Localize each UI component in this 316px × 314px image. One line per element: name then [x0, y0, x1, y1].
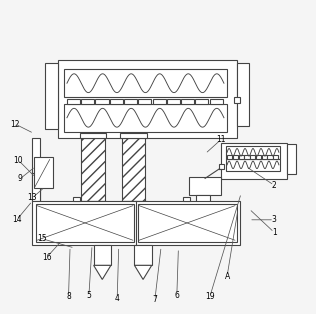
Bar [35, 204, 134, 242]
Bar [33, 138, 40, 201]
Text: 8: 8 [66, 292, 71, 301]
Bar [122, 138, 145, 201]
Text: 16: 16 [42, 253, 51, 262]
Bar [33, 201, 240, 245]
Bar [81, 99, 94, 104]
Bar [73, 197, 80, 201]
Bar [236, 63, 249, 126]
Text: 14: 14 [12, 215, 21, 224]
Bar [267, 155, 273, 159]
Bar [239, 155, 244, 159]
Bar [80, 201, 106, 206]
Bar [183, 197, 190, 201]
Text: 13: 13 [27, 193, 37, 202]
Bar [226, 159, 281, 171]
Bar [134, 245, 152, 265]
Bar [110, 99, 123, 104]
Bar [195, 99, 209, 104]
Bar [64, 69, 227, 97]
Bar [45, 63, 58, 129]
Bar [210, 99, 223, 104]
Bar [120, 133, 147, 138]
Bar [221, 143, 287, 179]
Bar [67, 99, 80, 104]
Text: 12: 12 [10, 120, 20, 128]
Bar [120, 201, 147, 206]
Polygon shape [134, 265, 152, 279]
Bar [94, 245, 111, 265]
Bar [58, 60, 236, 138]
Bar [153, 99, 166, 104]
Text: 6: 6 [174, 291, 179, 300]
Text: 4: 4 [115, 294, 120, 303]
Text: 5: 5 [87, 291, 91, 300]
Text: 11: 11 [216, 135, 226, 144]
Bar [226, 146, 281, 159]
Bar [262, 155, 267, 159]
Bar [81, 138, 105, 201]
Bar [256, 155, 261, 159]
Text: 3: 3 [272, 215, 276, 224]
Bar [273, 155, 278, 159]
Text: A: A [224, 272, 230, 281]
Text: 2: 2 [272, 181, 276, 190]
Bar [181, 99, 194, 104]
Text: 10: 10 [14, 156, 23, 165]
Bar [287, 144, 296, 174]
Bar [95, 99, 109, 104]
Bar [33, 173, 40, 201]
Bar [234, 97, 240, 103]
Text: 9: 9 [17, 175, 22, 183]
Bar [124, 99, 137, 104]
Bar [250, 155, 255, 159]
Text: 7: 7 [152, 295, 157, 304]
Bar [34, 157, 53, 188]
Bar [137, 204, 236, 242]
Bar [189, 177, 221, 195]
Bar [219, 164, 224, 169]
Bar [138, 99, 151, 104]
Bar [196, 195, 210, 206]
Bar [167, 99, 180, 104]
Bar [80, 133, 106, 138]
Text: 15: 15 [37, 234, 47, 243]
Bar [64, 104, 227, 132]
Polygon shape [94, 265, 111, 279]
Bar [233, 155, 238, 159]
Text: 1: 1 [272, 228, 276, 237]
Text: 19: 19 [205, 292, 215, 301]
Bar [244, 155, 250, 159]
Bar [227, 155, 232, 159]
